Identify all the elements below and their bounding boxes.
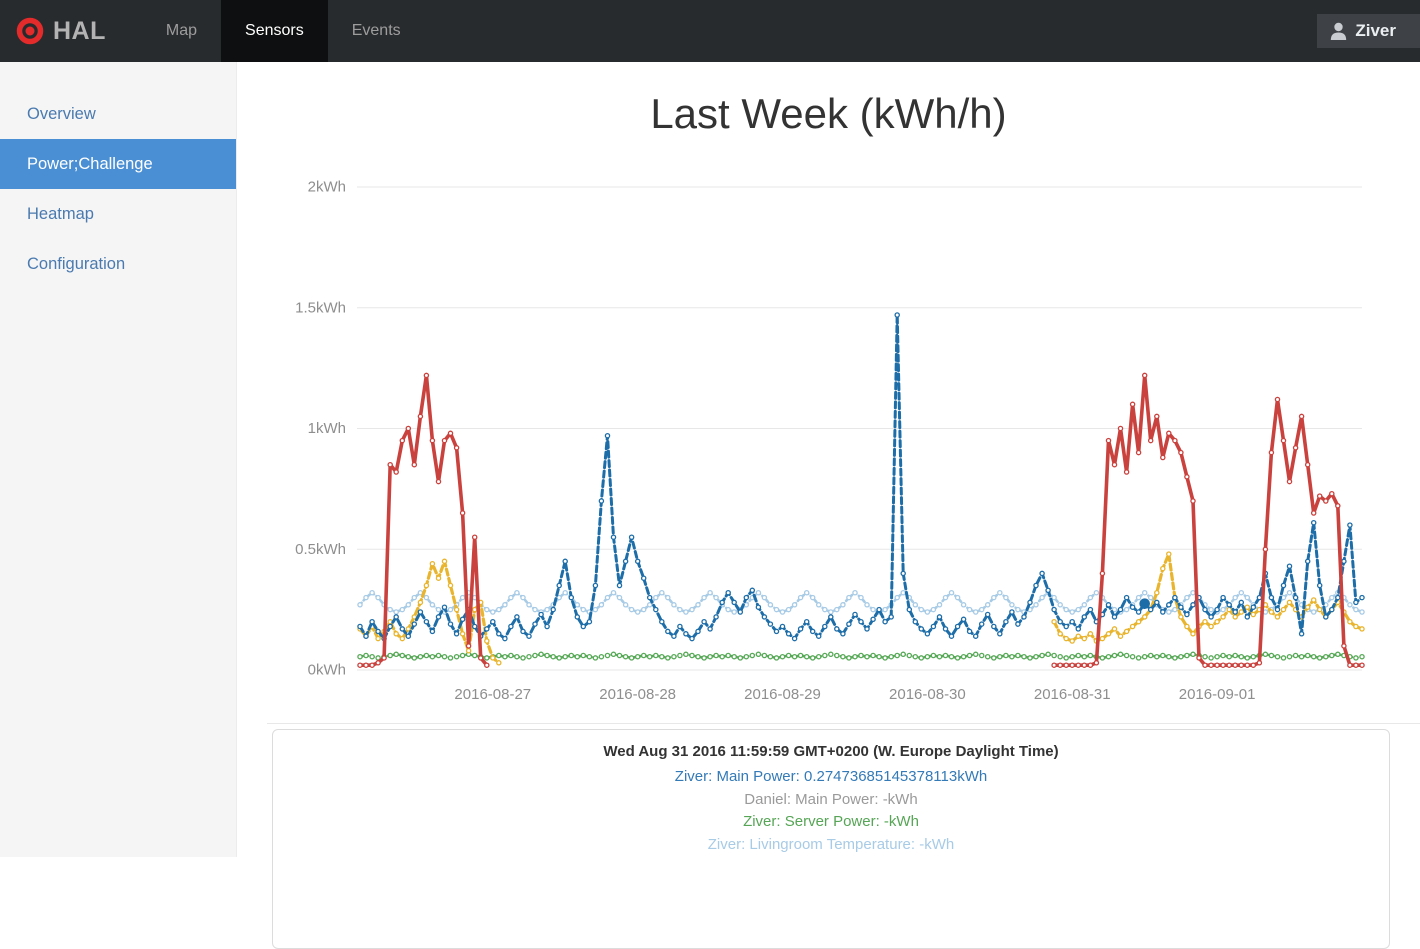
y-axis-label: 2kWh bbox=[308, 179, 346, 196]
x-axis-label: 2016-08-29 bbox=[744, 686, 821, 703]
x-axis-label: 2016-08-28 bbox=[599, 686, 676, 703]
x-axis-labels: 2016-08-27 2016-08-28 2016-08-29 2016-08-30… bbox=[454, 686, 1255, 703]
tooltip-panel: Wed Aug 31 2016 11:59:59 GMT+0200 (W. Eu… bbox=[272, 729, 1390, 949]
nav-tab-events[interactable]: Events bbox=[351, 22, 401, 39]
series-ziver-main-power bbox=[357, 312, 1365, 642]
sidebar-item-configuration[interactable]: Configuration bbox=[27, 255, 126, 273]
x-axis-label: 2016-08-31 bbox=[1034, 686, 1111, 703]
sidebar: Overview Power;Challenge Heatmap Configurat… bbox=[0, 62, 237, 857]
hover-point bbox=[1139, 598, 1150, 609]
user-menu-button[interactable]: Ziver bbox=[1317, 14, 1420, 48]
tooltip-row: Ziver: Main Power: 0.27473685145378113kW… bbox=[674, 768, 988, 785]
sidebar-item-power-challenge[interactable]: Power;Challenge bbox=[0, 139, 236, 189]
y-axis-label: 0.5kWh bbox=[295, 541, 346, 558]
panel-divider bbox=[267, 723, 1420, 724]
tooltip-row: Ziver: Livingroom Temperature: -kWh bbox=[707, 835, 955, 853]
tooltip-rows: Ziver: Main Power: 0.27473685145378113kW… bbox=[273, 766, 1389, 856]
series-daniel-main-power bbox=[357, 372, 1365, 668]
sidebar-item-heatmap[interactable]: Heatmap bbox=[27, 205, 94, 223]
page-title: Last Week (kWh/h) bbox=[650, 90, 1007, 137]
x-axis-label: 2016-09-01 bbox=[1179, 686, 1256, 703]
tooltip-row: Ziver: Server Power: -kWh bbox=[743, 813, 919, 830]
line-chart[interactable]: 0kWh 0.5kWh 1kWh 1.5kWh 2kWh 2016-08-27 2016-0… bbox=[272, 170, 1392, 715]
person-icon bbox=[1331, 22, 1347, 40]
series-ziver-server-power bbox=[357, 651, 1365, 661]
nav-tabs: Map Sensors Events bbox=[142, 0, 425, 62]
x-axis-label: 2016-08-27 bbox=[454, 686, 531, 703]
nav-tab-sensors[interactable]: Sensors bbox=[221, 0, 328, 62]
gridlines: 0kWh 0.5kWh 1kWh 1.5kWh 2kWh bbox=[295, 179, 1362, 679]
brand[interactable]: HAL bbox=[0, 0, 124, 62]
main-content: Last Week (kWh/h) 0kWh 0.5kWh 1kWh 1.5kWh 2k… bbox=[237, 62, 1420, 949]
y-axis-label: 1kWh bbox=[308, 420, 346, 437]
user-name: Ziver bbox=[1355, 21, 1396, 40]
tooltip-row: Daniel: Main Power: -kWh bbox=[744, 790, 918, 808]
hal-bullseye-logo-icon bbox=[16, 17, 44, 45]
top-navbar: HAL Map Sensors Events Ziver bbox=[0, 0, 1420, 62]
y-axis-label: 1.5kWh bbox=[295, 299, 346, 316]
tooltip-timestamp: Wed Aug 31 2016 11:59:59 GMT+0200 (W. Eu… bbox=[603, 743, 1059, 760]
series-ziver-livingroom-temperature bbox=[357, 589, 1365, 615]
x-axis-label: 2016-08-30 bbox=[889, 686, 966, 703]
y-axis-label: 0kWh bbox=[308, 662, 346, 679]
nav-tab-map[interactable]: Map bbox=[165, 22, 198, 39]
brand-label: HAL bbox=[53, 16, 106, 45]
sidebar-item-overview[interactable]: Overview bbox=[27, 105, 96, 123]
